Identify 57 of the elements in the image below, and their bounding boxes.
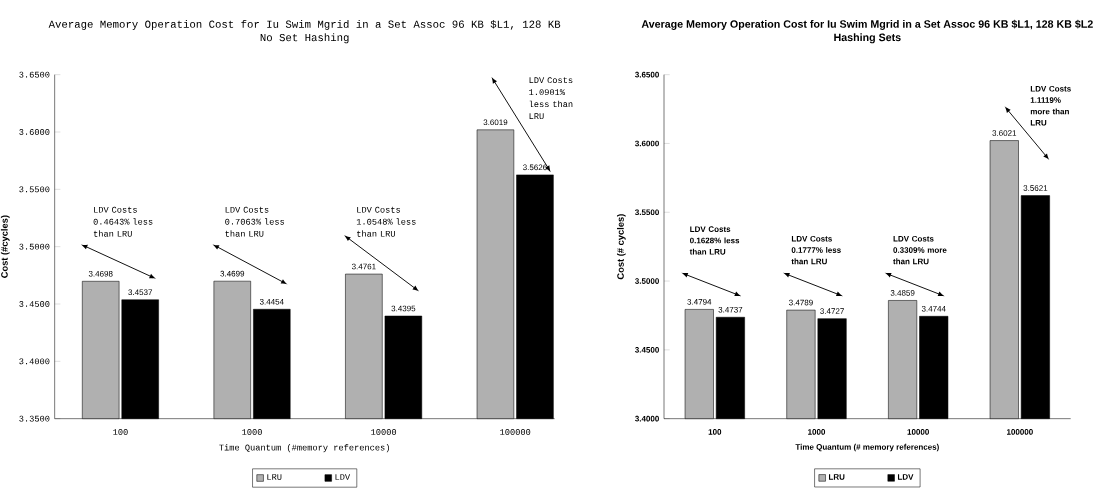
x-tick-label: 10000 [371,429,397,435]
annotation: LDV Costs 0.1777% less than LRU [791,235,841,265]
chart-title: Average Memory Operation Cost for Iu Swim Mgrid in a Set Assoc 96 KB $L1, 128 KB [48,20,561,30]
y-tick-label: 3.5500 [19,186,50,193]
y-tick-label: 3.6000 [635,140,659,147]
data-label: 3.4737 [718,306,743,313]
chart-title: Average Memory Operation Cost for Iu Swim Mgrid in a Set Assoc 96 KB $L1, 128 KB $L2 [641,19,1093,30]
y-tick-label: 3.4500 [635,347,659,353]
y-tick-label: 3.4000 [635,415,659,422]
x-tick-label: 100 [708,429,722,435]
annotation: LDV Costs 1.0901% less than LRU [529,77,573,120]
y-tick-label: 3.6500 [19,71,50,78]
data-label: 3.4727 [820,308,844,314]
y-axis-title: Cost (#cycles) [0,215,10,278]
legend-label: LDV [335,474,351,480]
y-tick-label: 3.5000 [635,278,659,284]
legend-label: LDV [897,474,914,480]
x-tick-label: 100000 [500,429,531,435]
x-tick-label: 1000 [808,429,826,435]
data-label: 3.4454 [259,298,284,305]
y-tick-label: 3.5000 [19,243,50,250]
annotation: LDV Costs 0.7063% less than LRU [225,206,285,237]
y-tick-label: 3.6500 [635,71,659,78]
y-tick-label: 3.5500 [635,209,659,216]
data-label: 3.4698 [88,270,113,277]
chart-subtitle: No Set Hashing [260,33,349,44]
data-label: 3.4699 [220,270,245,277]
x-tick-label: 100 [113,429,128,435]
y-tick-label: 3.6000 [19,129,50,135]
x-tick-label: 10000 [907,429,929,435]
data-label: 3.6021 [992,130,1017,136]
data-label: 3.6019 [483,119,508,126]
data-label: 3.4537 [128,289,153,296]
y-tick-label: 3.4500 [19,301,50,307]
data-label: 3.4744 [921,305,946,312]
legend-label: LRU [829,474,845,480]
annotation: LDV Costs 0.1628% less than LRU [689,226,740,255]
x-tick-label: 1000 [242,429,262,435]
x-axis-title: Time Quantum (#memory references) [219,444,389,453]
data-label: 3.5621 [1023,185,1048,191]
y-axis-title: Cost (# cycles) [616,214,626,280]
data-label: 3.4859 [890,290,915,296]
annotation: LDV Costs 0.3309% more than LRU [893,235,947,265]
chart-subtitle: Hashing Sets [834,33,901,44]
x-tick-label: 100000 [1007,429,1033,435]
annotation: LDV Costs 0.4643% less than LRU [93,206,153,237]
data-label: 3.5626 [523,164,547,171]
y-tick-label: 3.4000 [19,358,50,365]
annotation: LDV Costs 1.0548% less than LRU [356,206,416,237]
annotation: LDV Costs 1.1119% more than LRU [1030,85,1071,126]
legend-label: LRU [267,474,282,480]
x-axis-title: Time Quantum (# memory references) [795,443,939,452]
data-label: 3.4794 [687,299,712,305]
data-label: 3.4761 [351,263,376,270]
data-label: 3.4395 [391,305,416,312]
data-label: 3.4789 [789,299,813,306]
y-tick-label: 3.3500 [19,415,50,422]
